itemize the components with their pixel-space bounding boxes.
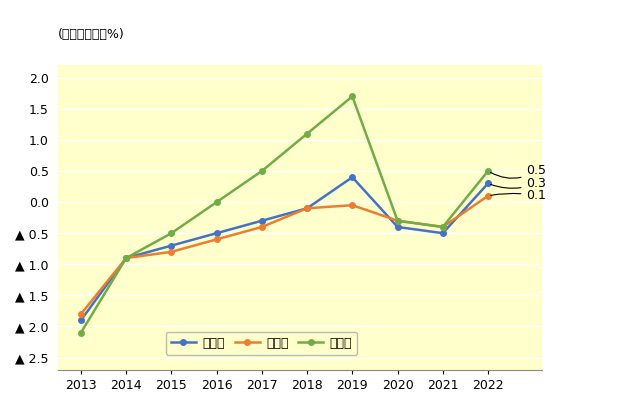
全用途 [484, 181, 492, 186]
住宅地 [394, 218, 401, 223]
全用途 [258, 218, 265, 223]
全用途 [168, 243, 175, 248]
Line: 商業地: 商業地 [78, 94, 491, 335]
Text: 0.3: 0.3 [491, 177, 546, 190]
住宅地 [303, 206, 311, 211]
商業地 [213, 200, 221, 205]
商業地 [348, 94, 356, 99]
全用途 [77, 318, 85, 323]
Text: (前年同月比、%): (前年同月比、%) [58, 28, 125, 41]
住宅地 [213, 237, 221, 242]
Line: 全用途: 全用途 [78, 175, 491, 323]
住宅地 [439, 225, 447, 230]
商業地 [77, 330, 85, 335]
Line: 住宅地: 住宅地 [78, 193, 491, 317]
全用途 [303, 206, 311, 211]
住宅地 [77, 312, 85, 317]
全用途 [122, 256, 130, 260]
住宅地 [168, 249, 175, 254]
住宅地 [484, 193, 492, 198]
商業地 [394, 218, 401, 223]
商業地 [168, 231, 175, 236]
全用途 [213, 231, 221, 236]
全用途 [348, 175, 356, 179]
Text: 0.5: 0.5 [491, 164, 547, 178]
商業地 [484, 168, 492, 173]
商業地 [258, 168, 265, 173]
全用途 [394, 225, 401, 230]
全用途 [439, 231, 447, 236]
商業地 [439, 225, 447, 230]
商業地 [303, 131, 311, 136]
商業地 [122, 256, 130, 260]
Legend: 全用途, 住宅地, 商業地: 全用途, 住宅地, 商業地 [166, 332, 357, 354]
住宅地 [258, 225, 265, 230]
住宅地 [122, 256, 130, 260]
住宅地 [348, 203, 356, 208]
Text: 0.1: 0.1 [491, 189, 546, 202]
